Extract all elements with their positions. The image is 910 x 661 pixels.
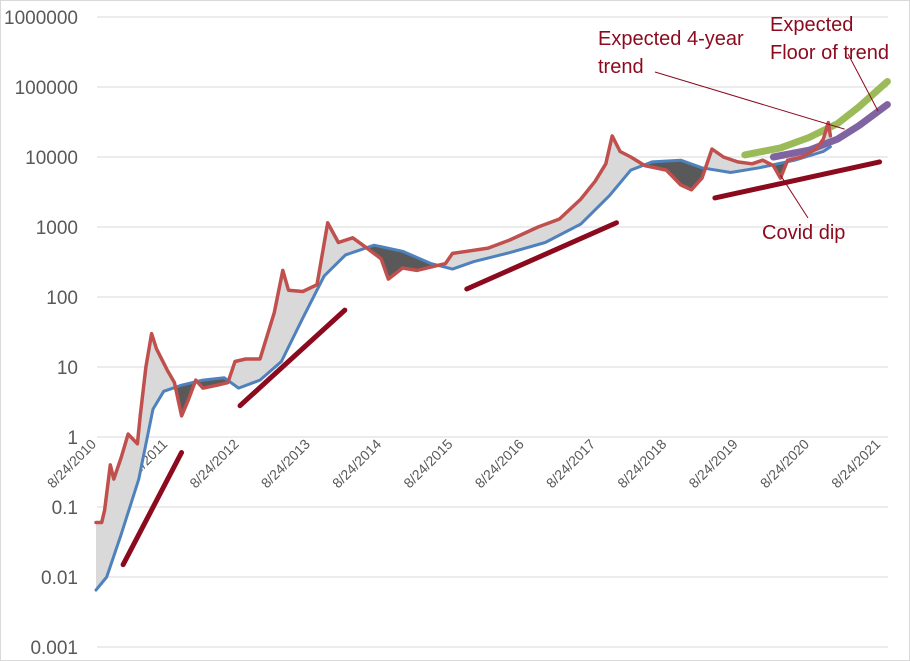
x-tick-label: 8/24/2016: [472, 436, 528, 492]
series-expected-floor-of-trend: [769, 101, 891, 161]
annotation-leader-line: [847, 53, 879, 112]
x-tick-label: 8/24/2013: [258, 436, 314, 492]
y-tick-label: 0.001: [30, 638, 78, 659]
trend-line: [120, 450, 185, 568]
x-tick-label: 8/24/2019: [685, 436, 741, 492]
x-tick-label: 8/24/2020: [757, 436, 813, 492]
annotation-text: Expected: [770, 14, 853, 36]
series-expected-4-year-trend: [741, 78, 891, 159]
x-axis-ticks: 8/24/2010 8/24/2011 8/24/2012 8/24/2013 8/24…: [44, 436, 884, 492]
x-tick-label: 8/24/2021: [828, 436, 884, 492]
gridlines: [97, 16, 888, 648]
y-tick-label: 10000: [25, 148, 78, 169]
y-tick-label: 0.01: [41, 568, 78, 589]
annotation-leader-line: [654, 71, 845, 130]
y-tick-label: 0.1: [52, 498, 78, 519]
annotation-text: Expected 4-year: [598, 28, 744, 50]
fill-price-below-average: [96, 146, 831, 591]
y-tick-label: 100: [46, 288, 78, 309]
x-tick-label: 8/24/2017: [543, 436, 599, 492]
trend-line: [712, 159, 883, 201]
annotation-text: Floor of trend: [770, 42, 889, 64]
annotation-text: Covid dip: [762, 222, 845, 244]
y-tick-label: 1: [67, 428, 78, 449]
x-tick-label: 8/24/2015: [400, 436, 456, 492]
annotations: Expected 4-year trend Expected Floor of tre…: [598, 14, 889, 244]
x-tick-label: 8/24/2012: [186, 436, 242, 492]
y-tick-label: 10: [57, 358, 78, 379]
band-fills: [96, 122, 831, 591]
series-price: [94, 120, 833, 525]
trend-line: [464, 220, 619, 292]
fill-price-above-average: [96, 122, 831, 591]
annotation-leader-line: [780, 174, 809, 219]
x-tick-label: 8/24/2018: [614, 436, 670, 492]
y-tick-label: 100000: [15, 78, 78, 99]
x-tick-label: 8/24/2014: [329, 436, 385, 492]
y-tick-label: 1000000: [4, 8, 78, 29]
series-lines: [94, 78, 891, 592]
annotation-text: trend: [598, 56, 644, 78]
y-tick-label: 1000: [36, 218, 78, 239]
series-moving-average: [94, 145, 832, 592]
y-axis-ticks: 1000000 100000 10000 1000 100 10 1 0.1 0.01 0.001: [4, 8, 78, 659]
trend-lines: [120, 159, 883, 568]
trend-line: [237, 307, 348, 409]
